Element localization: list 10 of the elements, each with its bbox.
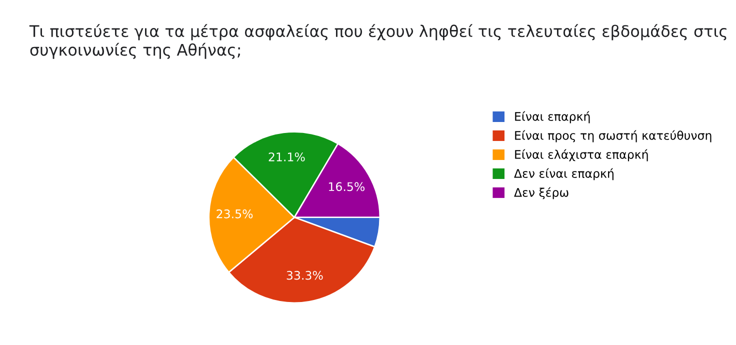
legend-label: Είναι επαρκή	[515, 111, 590, 124]
data-label: 23.5%	[216, 209, 253, 218]
legend-label: Είναι προς τη σωστή κατεύθυνση	[515, 130, 712, 142]
data-label: 33.3%	[286, 270, 323, 280]
legend-label: Είναι ελάχιστα επαρκή	[515, 149, 648, 162]
data-label: 16.5%	[328, 182, 365, 192]
legend-label: Δεν ξέρω	[514, 187, 568, 200]
chart-title: Τι πιστεύετε για τα μέτρα ασφαλείας που έχουν ληφθεί τις τελευταίες εβδομάδες στις συγκοινωνίες της Αθήνας;	[29, 24, 726, 59]
legend-label: Δεν είναι επαρκή	[514, 168, 614, 180]
data-label: 21.1%	[268, 152, 305, 162]
